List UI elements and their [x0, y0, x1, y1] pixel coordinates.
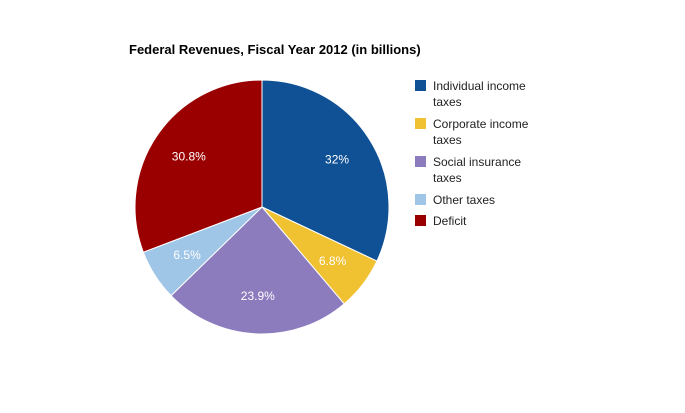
pie-slice-social-insurance-taxes — [170, 206, 345, 335]
legend-swatch-social-insurance-taxes — [415, 156, 426, 167]
legend-label-line2: taxes — [433, 95, 462, 109]
legend-item-other-taxes: Other taxes — [415, 192, 563, 208]
pie-slice-label-deficit: 30.8% — [172, 150, 206, 164]
legend-swatch-other-taxes — [415, 194, 426, 205]
pie-slice-label-individual-income-taxes: 32% — [325, 152, 349, 166]
legend-item-individual-income-taxes: Individual income taxes — [415, 78, 563, 110]
legend-swatch-individual-income-taxes — [415, 80, 426, 91]
pie-slice-deficit — [134, 79, 263, 253]
legend-item-corporate-income-taxes: Corporate income taxes — [415, 116, 563, 148]
legend-label-line1: Corporate income — [433, 117, 529, 131]
pie-slice-label-other-taxes: 6.5% — [173, 248, 201, 262]
legend-swatch-deficit — [415, 215, 426, 226]
legend-label-line1: Social insurance — [433, 155, 522, 169]
pie-slice-label-social-insurance-taxes: 23.9% — [241, 289, 275, 303]
legend-item-social-insurance-taxes: Social insurance taxes — [415, 154, 563, 186]
chart-title: Federal Revenues, Fiscal Year 2012 (in b… — [129, 42, 421, 57]
legend-label: Other taxes — [433, 193, 496, 207]
legend-label-line2: taxes — [433, 171, 462, 185]
legend-label: Deficit — [433, 214, 467, 228]
pie-slice-individual-income-taxes — [261, 79, 390, 262]
legend-item-deficit: Deficit — [415, 213, 563, 229]
legend: Individual income taxes Corporate income… — [415, 78, 565, 234]
legend-label-line2: taxes — [433, 133, 462, 147]
pie-slice-label-corporate-income-taxes: 6.8% — [319, 254, 347, 268]
legend-swatch-corporate-income-taxes — [415, 118, 426, 129]
legend-label-line1: Individual income — [433, 79, 526, 93]
